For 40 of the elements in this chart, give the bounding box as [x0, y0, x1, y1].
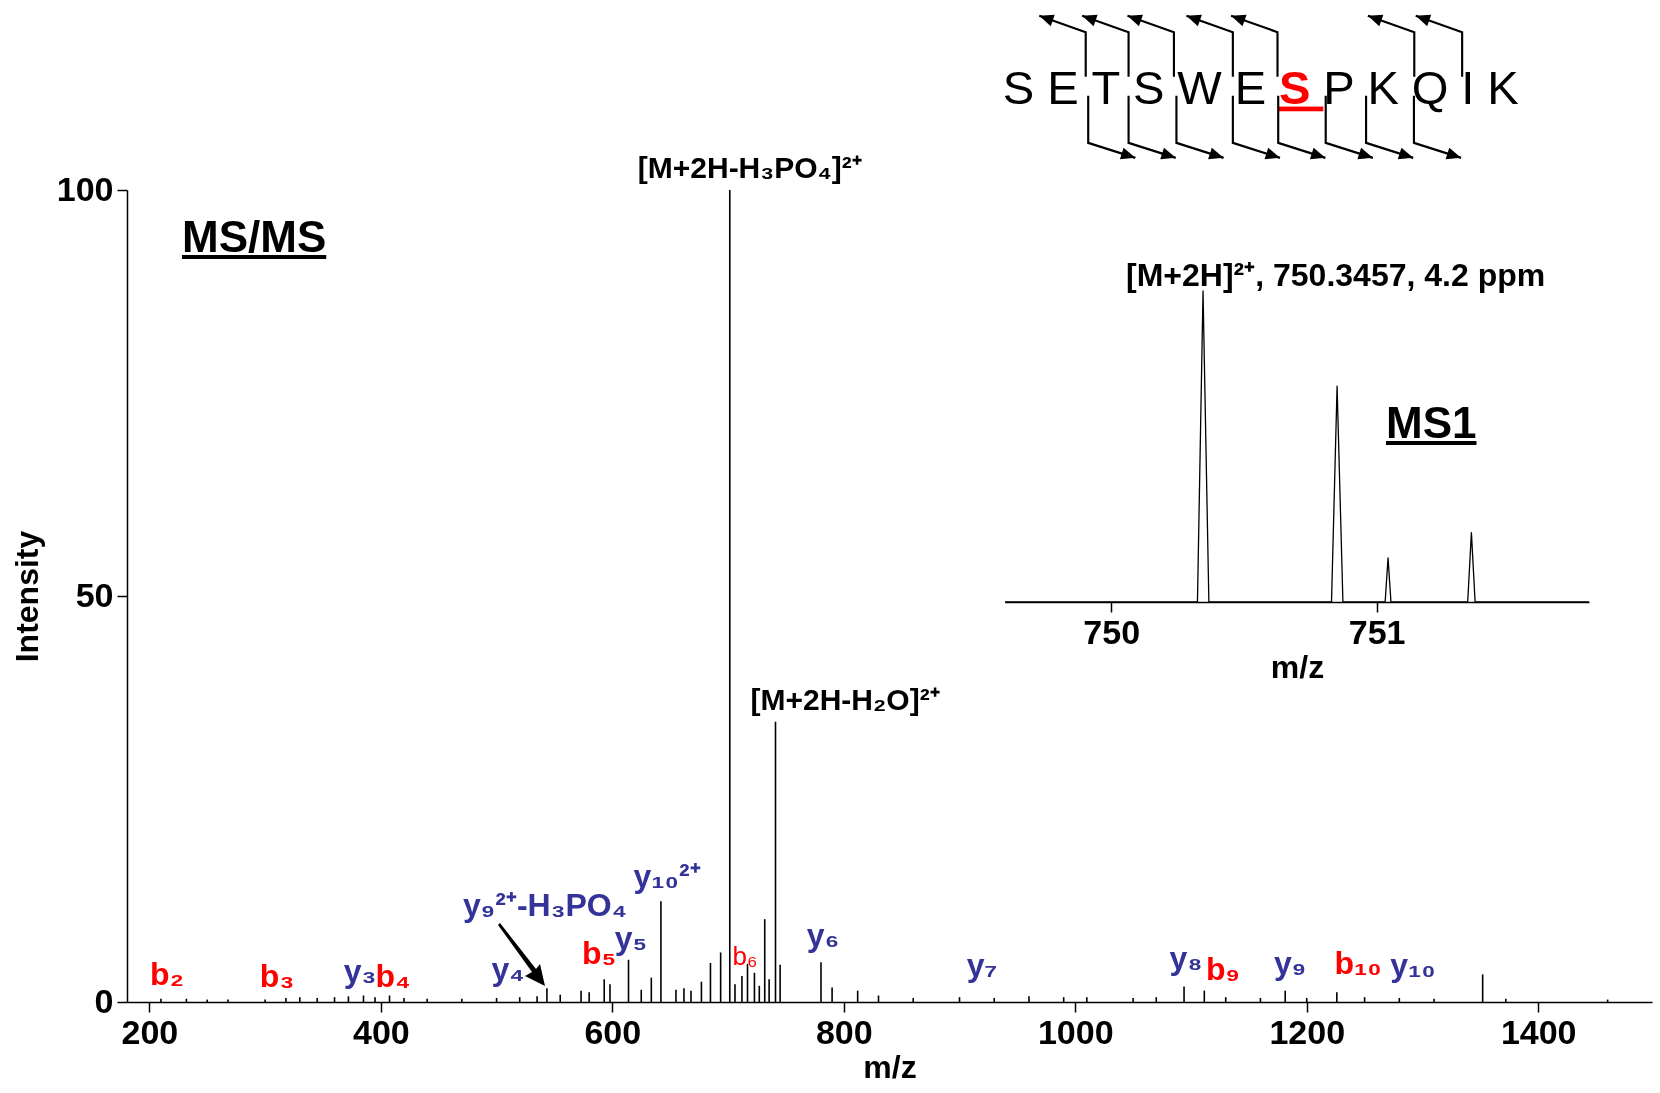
annotation: y₁₀ [1390, 947, 1436, 983]
x-tick-label: 750 [1083, 612, 1141, 651]
x-tick-label: 1400 [1500, 1012, 1577, 1051]
annotation: y₇ [966, 947, 998, 983]
annotation: b₄ [375, 958, 411, 994]
x-tick-label: 1200 [1269, 1012, 1346, 1051]
annotation: y₉²⁺-H₃PO₄ [463, 887, 627, 923]
annotation: b₁₀ [1334, 945, 1382, 981]
x-axis-title: m/z [863, 1048, 917, 1085]
chart-subtitle: [M+2H]²⁺, 750.3457, 4.2 ppm [1126, 256, 1546, 295]
annotation: [M+2H-H₃PO₄]²⁺ [637, 151, 862, 184]
x-tick-label: 751 [1348, 612, 1406, 651]
annotation: y₈ [1169, 940, 1203, 976]
annotation: b₂ [150, 956, 184, 992]
annotation: b₅ [581, 935, 617, 971]
annotation: b₆ [732, 941, 758, 971]
x-tick-label: 800 [815, 1012, 873, 1051]
annotation: y₁₀²⁺ [633, 858, 701, 894]
annotation: y₆ [806, 917, 840, 953]
annotation: b₉ [1206, 951, 1240, 987]
annotation: y₄ [491, 951, 525, 987]
y-axis-title: Intensity [8, 530, 45, 663]
y-tick-label: 100 [56, 169, 114, 208]
x-tick-label: 600 [584, 1012, 642, 1051]
annotation: b₃ [259, 958, 295, 994]
y-tick-label: 0 [94, 981, 114, 1020]
annotation: y₃ [343, 953, 377, 989]
x-axis-title: m/z [1270, 648, 1325, 685]
text: PKQIK [1323, 60, 1532, 114]
text: S [1279, 60, 1324, 114]
x-tick-label: 400 [352, 1012, 410, 1051]
y-tick-label: 50 [75, 575, 114, 614]
x-tick-label: 200 [121, 1012, 179, 1051]
text: MS1 [1386, 398, 1477, 448]
annotation: [M+2H-H₂O]²⁺ [750, 682, 940, 716]
text: SETSWE [1002, 60, 1279, 114]
x-tick-label: 1000 [1037, 1012, 1114, 1051]
text: MS/MS [182, 212, 327, 262]
annotation: y₅ [614, 920, 648, 956]
annotation: y₉ [1273, 945, 1307, 981]
